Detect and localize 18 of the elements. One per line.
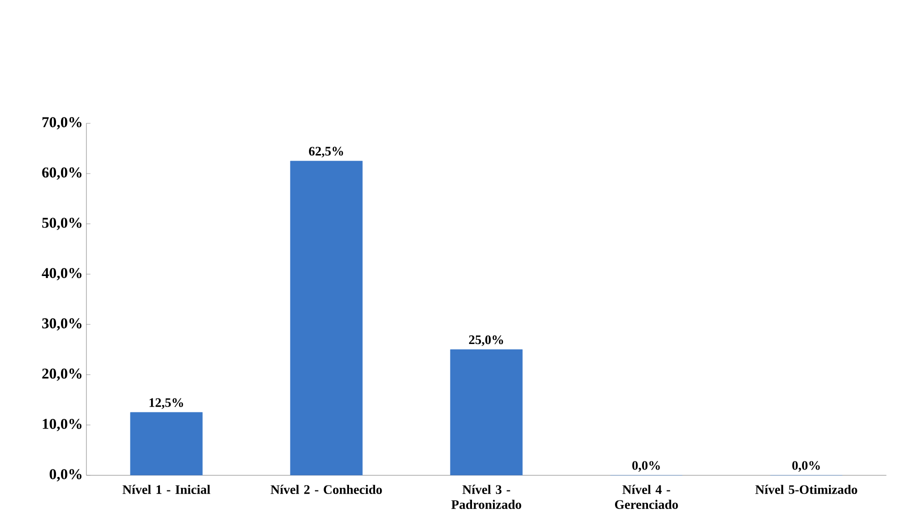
x-tick-label: Nível 3 - Padronizado: [451, 484, 522, 509]
data-label: 0,0%: [632, 461, 660, 472]
x-tick-label: Nível 2 - Conhecido: [270, 484, 382, 494]
data-label: 0,0%: [792, 461, 820, 472]
y-tick-label: 0,0%: [50, 469, 82, 482]
y-tick-label: 40,0%: [42, 268, 82, 280]
y-tick-label: 30,0%: [42, 318, 82, 331]
y-tick-label: 70,0%: [42, 117, 82, 130]
y-tick-label: 50,0%: [42, 218, 82, 230]
y-tick-label: 60,0%: [42, 167, 82, 180]
data-label: 12,5%: [150, 398, 184, 409]
x-tick-label: Nível 5-Otimizado: [755, 484, 858, 494]
data-label: 25,0%: [469, 335, 504, 346]
x-tick-label: Nível 4 - Gerenciado: [615, 484, 678, 509]
x-tick-label: Nível 1 - Inicial: [122, 484, 210, 494]
y-tick-label: 20,0%: [42, 368, 82, 381]
data-label: 62,5%: [308, 146, 344, 158]
y-tick-label: 10,0%: [42, 418, 82, 432]
